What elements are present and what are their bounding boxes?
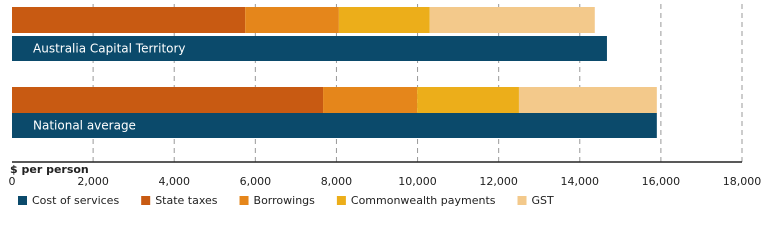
legend-swatch	[517, 196, 527, 205]
bar-segment	[417, 87, 519, 113]
x-tick-label: 16,000	[642, 175, 681, 188]
bar	[12, 36, 607, 61]
x-tick-label: 2,000	[77, 175, 109, 188]
legend-swatch	[239, 196, 249, 205]
bar-segment	[245, 7, 339, 33]
legend-label: State taxes	[155, 194, 218, 207]
legend-label: Cost of services	[32, 194, 119, 207]
bar-segment	[12, 7, 246, 33]
x-tick-label: 14,000	[561, 175, 600, 188]
x-tick-label: 12,000	[479, 175, 518, 188]
x-tick-label: 6,000	[240, 175, 272, 188]
x-tick-label: 4,000	[158, 175, 190, 188]
legend-label: Commonwealth payments	[351, 194, 496, 207]
legend-swatch	[336, 196, 346, 205]
category-label: National average	[33, 119, 136, 133]
bar-segment	[429, 7, 595, 33]
chart: $ per person 0 2,000 4,000 6,000 8,000 10,000…	[9, 4, 762, 207]
bar-segment	[518, 87, 657, 113]
bar	[12, 113, 657, 138]
bar-segment	[338, 7, 430, 33]
bar-segment	[323, 87, 418, 113]
legend-label: GST	[532, 194, 555, 207]
legend-swatch	[18, 196, 27, 205]
legend-label: Borrowings	[254, 194, 316, 207]
legend-swatch	[141, 196, 151, 205]
x-tick-label: 0	[9, 175, 16, 188]
x-tick-label: 8,000	[321, 175, 353, 188]
x-tick-label: 18,000	[723, 175, 762, 188]
category-label: Australia Capital Territory	[33, 42, 186, 56]
x-tick-label: 10,000	[398, 175, 437, 188]
x-axis-label: $ per person	[10, 163, 89, 176]
bar-segment	[12, 87, 324, 113]
